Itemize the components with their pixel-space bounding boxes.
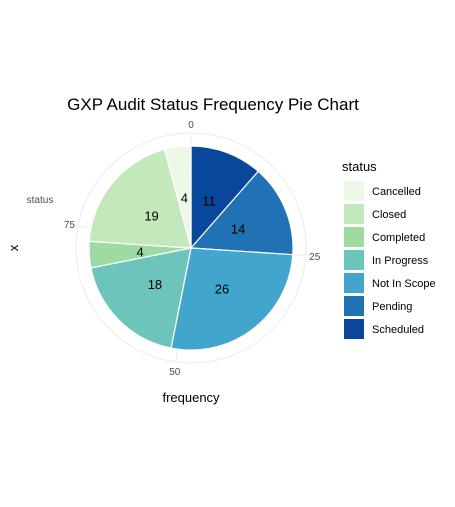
legend: Cancelled Closed Completed In Progress Not I… — [344, 181, 436, 339]
legend-key-scheduled — [344, 319, 364, 339]
legend-key-closed — [344, 204, 364, 224]
legend-key-in-progress — [344, 250, 364, 270]
slice-label-closed: 19 — [144, 209, 158, 224]
chart-title: GXP Audit Status Frequency Pie Chart — [67, 95, 359, 114]
slice-label-completed: 4 — [136, 244, 143, 259]
y-axis-label: x — [6, 244, 21, 251]
legend-label-closed: Closed — [372, 209, 406, 221]
theta-tick-label: 25 — [309, 252, 321, 263]
slice-label-cancelled: 4 — [181, 190, 188, 205]
slice-not-in-scope — [171, 248, 293, 350]
legend-key-pending — [344, 296, 364, 316]
legend-title: status — [342, 159, 377, 174]
x-axis-label: frequency — [162, 390, 220, 405]
legend-label-scheduled: Scheduled — [372, 324, 424, 336]
slice-label-not-in-scope: 26 — [215, 281, 229, 296]
theta-tick-label: 0 — [188, 120, 194, 131]
slice-label-in-progress: 18 — [148, 277, 162, 292]
legend-label-not-in-scope: Not In Scope — [372, 278, 436, 290]
slice-label-pending: 14 — [231, 221, 245, 236]
pie-slices — [89, 146, 293, 350]
theta-tick-label: 75 — [64, 220, 76, 231]
slice-label-scheduled: 11 — [202, 193, 216, 208]
legend-label-completed: Completed — [372, 232, 425, 244]
legend-label-pending: Pending — [372, 301, 412, 313]
y-tick-label: status — [27, 195, 54, 206]
legend-label-cancelled: Cancelled — [372, 186, 421, 198]
legend-key-cancelled — [344, 181, 364, 201]
legend-key-completed — [344, 227, 364, 247]
legend-key-not-in-scope — [344, 273, 364, 293]
theta-tick-label: 50 — [169, 367, 181, 378]
legend-label-in-progress: In Progress — [372, 255, 429, 267]
